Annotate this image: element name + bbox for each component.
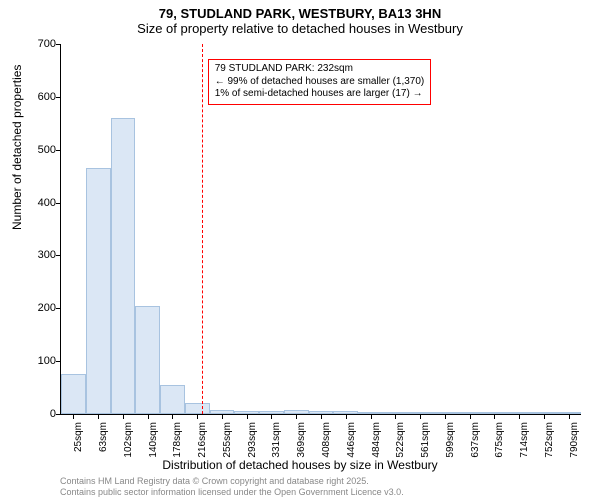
x-tick-mark (247, 414, 248, 419)
x-tick-mark (172, 414, 173, 419)
footer-line-2: Contains public sector information licen… (60, 487, 404, 498)
x-tick-label: 102sqm (123, 422, 134, 458)
annotation-line: ← 99% of detached houses are smaller (1,… (215, 76, 425, 89)
x-tick-mark (321, 414, 322, 419)
x-tick-mark (470, 414, 471, 419)
x-tick-mark (271, 414, 272, 419)
histogram-bar (160, 385, 185, 414)
x-tick-mark (494, 414, 495, 419)
y-tick-mark (56, 308, 61, 309)
x-tick-mark (296, 414, 297, 419)
y-tick-mark (56, 44, 61, 45)
y-tick-mark (56, 97, 61, 98)
x-tick-label: 140sqm (148, 422, 159, 458)
x-tick-label: 752sqm (544, 422, 555, 458)
x-tick-label: 599sqm (445, 422, 456, 458)
x-tick-label: 369sqm (296, 422, 307, 458)
x-tick-mark (544, 414, 545, 419)
x-tick-label: 446sqm (346, 422, 357, 458)
y-tick-label: 200 (38, 302, 56, 314)
y-tick-label: 700 (38, 38, 56, 50)
annotation-line: 79 STUDLAND PARK: 232sqm (215, 63, 425, 76)
histogram-bar (111, 118, 136, 414)
x-tick-mark (222, 414, 223, 419)
x-tick-label: 637sqm (470, 422, 481, 458)
annotation-line: 1% of semi-detached houses are larger (1… (215, 88, 425, 101)
x-tick-label: 178sqm (172, 422, 183, 458)
x-tick-mark (73, 414, 74, 419)
y-tick-label: 300 (38, 249, 56, 261)
x-tick-label: 522sqm (395, 422, 406, 458)
x-tick-label: 216sqm (197, 422, 208, 458)
x-tick-label: 714sqm (519, 422, 530, 458)
x-tick-label: 331sqm (271, 422, 282, 458)
histogram-bar (61, 374, 86, 414)
x-tick-label: 790sqm (569, 422, 580, 458)
x-tick-mark (519, 414, 520, 419)
y-tick-mark (56, 203, 61, 204)
y-tick-label: 100 (38, 355, 56, 367)
y-tick-mark (56, 361, 61, 362)
y-tick-label: 500 (38, 144, 56, 156)
histogram-bar (185, 403, 210, 414)
x-tick-mark (98, 414, 99, 419)
plot-region: 010020030040050060070025sqm63sqm102sqm14… (60, 44, 581, 415)
x-tick-mark (148, 414, 149, 419)
chart-subtitle: Size of property relative to detached ho… (0, 21, 600, 40)
x-tick-mark (197, 414, 198, 419)
y-tick-label: 600 (38, 91, 56, 103)
footer-line-1: Contains HM Land Registry data © Crown c… (60, 476, 404, 487)
x-tick-mark (123, 414, 124, 419)
chart-container: 79, STUDLAND PARK, WESTBURY, BA13 3HN Si… (0, 0, 600, 500)
x-tick-label: 408sqm (321, 422, 332, 458)
y-tick-mark (56, 414, 61, 415)
x-tick-mark (569, 414, 570, 419)
x-tick-mark (395, 414, 396, 419)
chart-footer: Contains HM Land Registry data © Crown c… (60, 476, 404, 498)
annotation-box: 79 STUDLAND PARK: 232sqm← 99% of detache… (208, 59, 432, 105)
histogram-bar (135, 306, 160, 414)
x-tick-label: 484sqm (371, 422, 382, 458)
x-tick-label: 293sqm (247, 422, 258, 458)
x-tick-mark (445, 414, 446, 419)
reference-line (202, 44, 203, 414)
x-axis-label: Distribution of detached houses by size … (0, 458, 600, 472)
x-tick-mark (371, 414, 372, 419)
y-tick-label: 400 (38, 197, 56, 209)
x-tick-mark (346, 414, 347, 419)
x-tick-label: 63sqm (98, 422, 109, 452)
y-tick-mark (56, 255, 61, 256)
x-tick-mark (420, 414, 421, 419)
histogram-bar (86, 168, 111, 414)
y-axis-label: Number of detached properties (10, 65, 24, 230)
chart-title: 79, STUDLAND PARK, WESTBURY, BA13 3HN (0, 0, 600, 21)
y-tick-mark (56, 150, 61, 151)
x-tick-label: 25sqm (73, 422, 84, 452)
x-tick-label: 561sqm (420, 422, 431, 458)
chart-area: 010020030040050060070025sqm63sqm102sqm14… (60, 44, 580, 414)
x-tick-label: 675sqm (494, 422, 505, 458)
x-tick-label: 255sqm (222, 422, 233, 458)
